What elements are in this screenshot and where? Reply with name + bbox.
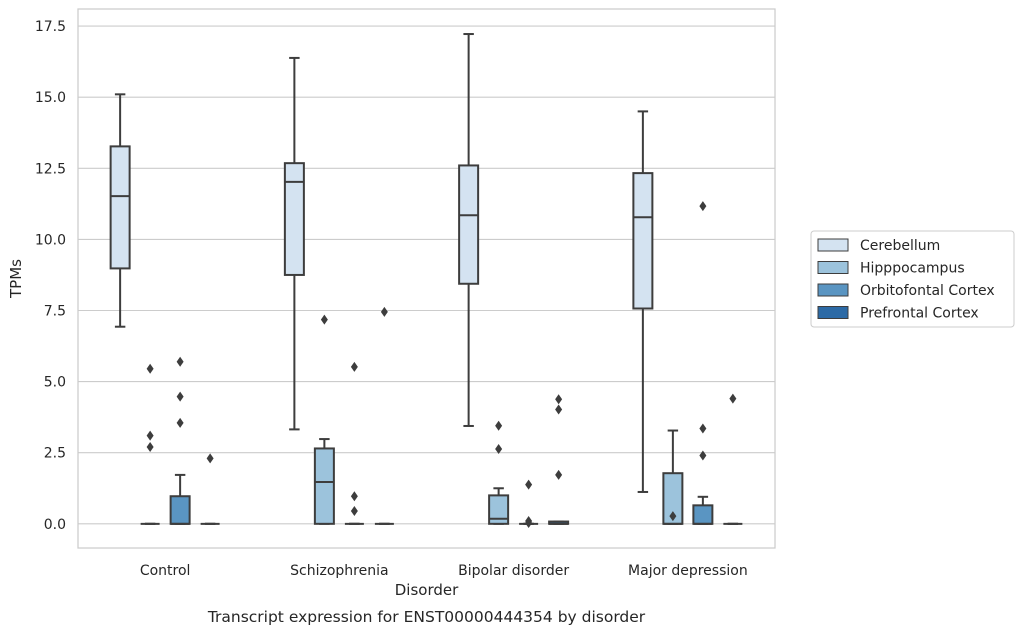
outlier-point [176,391,184,402]
x-tick-label: Control [140,563,191,579]
y-tick-label: 17.5 [35,19,66,35]
grid-lines [78,25,775,525]
outlier-point [525,517,533,528]
outlier-point [206,453,214,464]
box-hipppocampus [662,429,684,525]
outlier-point [350,506,358,517]
y-tick-label: 10.0 [35,232,66,248]
outlier-point [669,511,677,522]
outlier-point [146,430,154,441]
outlier-point [699,201,707,212]
outlier-point [320,314,328,325]
outlier-point [176,417,184,428]
legend-label: Cerebellum [860,238,940,254]
box-orbitofontal-cortex [692,201,714,525]
plot-frame [77,8,776,549]
x-axis-label: Disorder [395,581,459,599]
legend-label: Orbitofontal Cortex [860,283,995,299]
box-body [109,145,131,270]
outlier-point [555,469,563,480]
box-body [283,162,305,276]
box-body [632,172,654,310]
legend-frame [810,230,1015,328]
x-tick-label: Bipolar disorder [458,563,569,579]
chart-caption: Transcript expression for ENST0000044435… [207,608,646,626]
y-tick-label: 0.0 [44,517,66,533]
box-prefrontal-cortex [200,453,220,525]
outlier-point [350,361,358,372]
box-orbitofontal-cortex [169,356,191,525]
outlier-point [555,404,563,415]
outlier-point [176,356,184,367]
legend-swatch [817,261,849,274]
outlier-point [495,444,503,455]
box-body [692,504,714,525]
box-body [488,494,510,525]
outlier-point [380,306,388,317]
box-prefrontal-cortex [374,306,394,525]
legend-label: Prefrontal Cortex [860,306,979,322]
box-prefrontal-cortex [723,393,743,525]
y-tick-label: 2.5 [44,446,66,462]
y-tick-label: 5.0 [44,375,66,391]
x-tick-label: Major depression [628,563,748,579]
plot-marks [109,33,743,528]
box-orbitofontal-cortex [344,361,364,525]
box-orbitofontal-cortex [519,479,539,528]
outlier-point [495,420,503,431]
box-hipppocampus [488,420,510,525]
y-tick-label: 7.5 [44,303,66,319]
legend-swatch [817,283,849,297]
x-axis-ticks: Control Schizophrenia Bipolar disorder Majo… [140,563,748,579]
y-axis-label: TPMs [7,259,25,299]
legend-swatch [817,306,849,319]
box-body [169,495,191,525]
y-tick-label: 15.0 [35,90,66,106]
y-axis-ticks: 0.0 2.5 5.0 7.5 10.0 12.5 15.0 17.5 [35,19,66,533]
box-cerebellum [109,93,131,328]
box-prefrontal-cortex [548,394,570,525]
outlier-point [699,423,707,434]
legend: Cerebellum Hipppocampus Orbitofontal Corte… [810,230,1015,328]
legend-label: Hipppocampus [860,261,965,277]
box-hipppocampus [140,363,160,525]
box-hipppocampus [313,314,335,525]
box-body [313,447,335,525]
outlier-point [525,479,533,490]
box-cerebellum [632,110,654,493]
box-body [458,164,480,285]
outlier-point [146,363,154,374]
box-cerebellum [283,56,305,431]
box-cerebellum [458,33,480,427]
outlier-point [555,394,563,405]
outlier-point [146,442,154,453]
legend-swatch [817,238,849,252]
x-tick-label: Schizophrenia [290,563,388,579]
outlier-point [699,450,707,461]
outlier-point [729,393,737,404]
outlier-point [350,491,358,502]
y-tick-label: 12.5 [35,161,66,177]
